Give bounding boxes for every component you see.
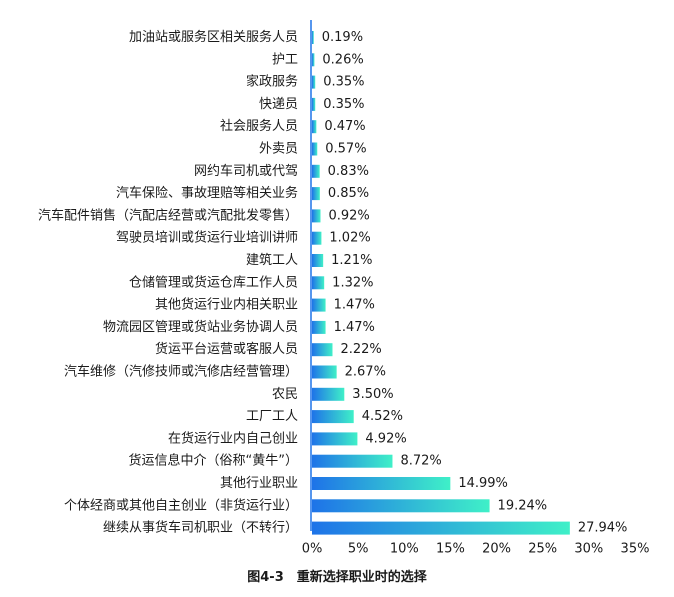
value-label: 0.92% [328,208,369,223]
bar-chart: 加油站或服务区相关服务人员护工家政服务快递员社会服务人员外卖员网约车司机或代驾汽… [38,20,650,557]
category-label: 快递员 [259,97,298,112]
bar [312,120,317,134]
category-label: 家政服务 [246,74,298,90]
figure-caption: 图4-3 重新选择职业时的选择 [247,570,427,585]
category-label: 仓储管理或货运仓库工作人员 [129,274,298,290]
bar [312,75,316,89]
category-label: 护工 [272,52,298,67]
x-tick-label: 35% [621,542,650,557]
bar [312,164,320,178]
category-label: 外卖员 [259,142,298,157]
bar [312,320,326,334]
bar [312,410,354,424]
bar [312,387,345,401]
value-label: 8.72% [400,454,441,469]
category-label: 个体经商或其他自主创业（非货运行业） [64,497,298,513]
bar [312,499,490,513]
category-label: 在货运行业内自己创业 [168,430,298,446]
category-label: 货运信息中介（俗称“黄牛”） [129,453,298,469]
bar [312,477,451,490]
category-label: 汽车维修（汽修技师或汽修店经营管理） [64,364,298,380]
bar [312,142,318,156]
category-label: 其他行业职业 [220,476,298,491]
value-label: 0.26% [322,52,363,67]
category-label: 其他货运行业内相关职业 [155,297,298,313]
value-label: 3.50% [352,387,393,402]
bars-layer [312,31,570,535]
value-label: 0.57% [325,142,366,157]
category-label: 汽车保险、事故理赔等相关业务 [116,185,298,201]
value-labels: 0.19% 0.26% 0.35% 0.35% 0.47% 0.57% 0.83% 0.85%… [322,30,628,536]
bar [312,432,358,446]
bar [312,53,315,67]
bar [312,521,570,535]
value-label: 0.85% [328,186,369,201]
value-label: 0.19% [322,30,363,45]
x-tick-label: 5% [348,542,369,557]
bar [312,187,320,201]
value-label: 4.52% [362,409,403,424]
value-label: 0.35% [323,75,364,90]
x-tick-label: 20% [482,542,511,557]
value-label: 1.21% [331,253,372,268]
bar [312,209,321,223]
value-label: 0.83% [328,164,369,179]
category-label: 建筑工人 [246,252,298,268]
bar [312,298,326,312]
value-label: 1.32% [332,275,373,290]
bar [312,231,322,245]
bar [312,365,337,379]
category-label: 货运平台运营或客服人员 [155,341,298,357]
category-label: 工厂工人 [246,409,298,424]
category-labels: 加油站或服务区相关服务人员护工家政服务快递员社会服务人员外卖员网约车司机或代驾汽… [38,29,298,536]
x-axis-ticks: 0% 5% 10% 15% 20% 25% 30% 35% [302,542,650,557]
value-label: 0.47% [324,119,365,134]
bar [312,343,333,357]
value-label: 19.24% [498,498,548,513]
x-tick-label: 30% [574,542,603,557]
bar [312,31,314,44]
category-label: 加油站或服务区相关服务人员 [129,29,298,45]
bar [312,97,316,111]
category-label: 社会服务人员 [220,118,298,134]
category-label: 网约车司机或代驾 [194,163,298,179]
value-label: 2.67% [345,365,386,380]
bar [312,254,324,267]
x-tick-label: 15% [436,542,465,557]
x-tick-label: 25% [528,542,557,557]
value-label: 27.94% [578,521,628,536]
value-label: 4.92% [365,431,406,446]
value-label: 1.02% [329,231,370,246]
category-label: 物流园区管理或货站业务协调人员 [103,319,298,335]
bar [312,276,325,290]
category-label: 驾驶员培训或货运行业培训讲师 [116,230,298,246]
category-label: 继续从事货车司机职业（不转行） [103,520,298,536]
value-label: 1.47% [334,298,375,313]
value-label: 0.35% [323,97,364,112]
value-label: 14.99% [458,476,508,491]
category-label: 农民 [272,387,298,402]
x-tick-label: 10% [390,542,419,557]
bar [312,454,393,468]
x-tick-label: 0% [302,542,323,557]
value-label: 1.47% [334,320,375,335]
value-label: 2.22% [340,342,381,357]
category-label: 汽车配件销售（汽配店经营或汽配批发零售） [38,207,298,223]
